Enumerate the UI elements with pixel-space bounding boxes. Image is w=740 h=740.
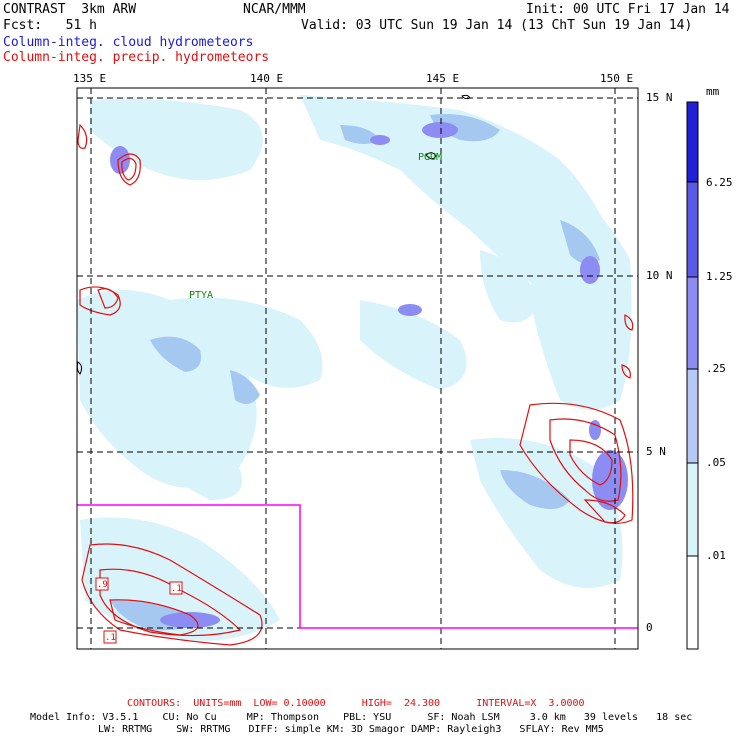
lon-label-150: 150 E [600, 72, 634, 85]
init-time: Init: 00 UTC Fri 17 Jan 14 [526, 2, 730, 17]
legend-level-01: .01 [706, 549, 726, 562]
precip-contours [77, 123, 634, 646]
forecast-hour: Fcst: 51 h [3, 18, 97, 33]
model-title: CONTRAST 3km ARW [3, 2, 137, 17]
contour-label-9: .9 [97, 580, 108, 590]
cloud-mid-areas [110, 114, 600, 631]
model-info-line2: LW: RRTMG SW: RRTMG DIFF: simple KM: 3D … [98, 724, 604, 735]
lon-label-135: 135 E [73, 72, 107, 85]
contour-info: CONTOURS: UNITS=mm LOW= 0.10000 HIGH= 24… [127, 698, 585, 709]
precip-field-title: Column-integ. precip. hydrometeors [3, 50, 270, 65]
lat-label-15n: 15 N [646, 91, 673, 104]
model-info-line1: Model Info: V3.5.1 CU: No Cu MP: Thompso… [30, 712, 693, 723]
station-pgum: PGUM [418, 152, 443, 163]
nested-domain-box [77, 504, 638, 629]
lat-label-5n: 5 N [646, 445, 666, 458]
valid-time: Valid: 03 UTC Sun 19 Jan 14 (13 ChT Sun … [301, 18, 693, 33]
lat-label-10n: 10 N [646, 269, 673, 282]
lon-label-140: 140 E [250, 72, 284, 85]
legend-level-05: .05 [706, 456, 726, 469]
legend-unit: mm [706, 85, 720, 98]
lat-lon-grid [77, 88, 638, 649]
contour-label-1b: .1 [105, 633, 116, 643]
cloud-field-title: Column-integ. cloud hydrometeors [3, 35, 254, 50]
legend-colorbar [686, 101, 699, 650]
lon-label-145: 145 E [426, 72, 460, 85]
organization-label: NCAR/MMM [243, 2, 306, 17]
legend-level-125: 1.25 [706, 270, 733, 283]
station-ptya: PTYA [189, 290, 214, 301]
contour-label-1a: .1 [171, 584, 182, 594]
lat-label-0: 0 [646, 621, 653, 634]
legend-level-25: .25 [706, 362, 726, 375]
legend-level-625: 6.25 [706, 176, 733, 189]
map-frame [76, 87, 639, 650]
contour-label-boxes [95, 577, 183, 644]
